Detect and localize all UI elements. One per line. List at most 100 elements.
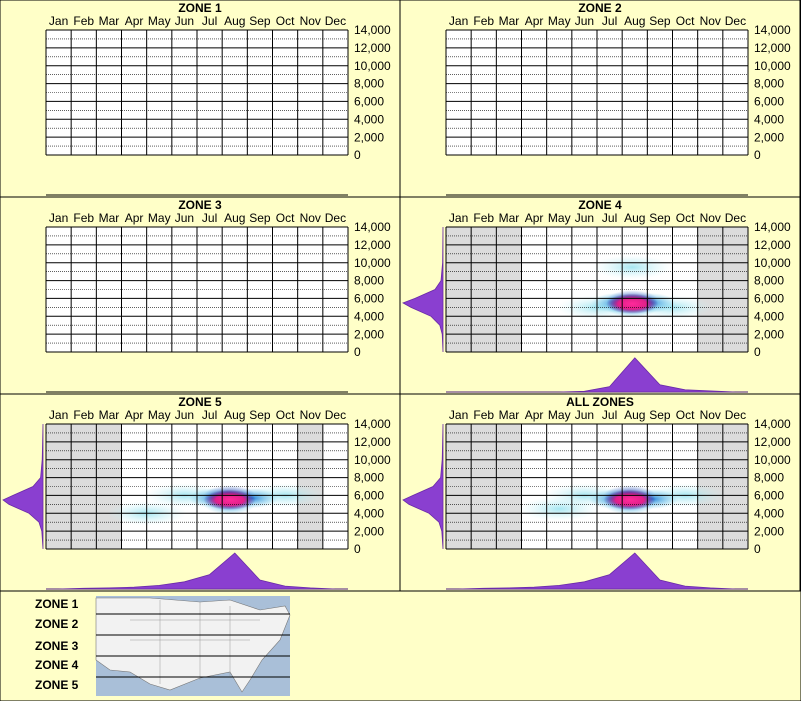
x-tick-label: Feb <box>73 14 94 28</box>
y-tick-label: 2,000 <box>754 524 784 538</box>
y-tick-label: 14,000 <box>754 417 791 431</box>
x-tick-label: Jul <box>602 408 617 422</box>
x-tick-label: May <box>148 211 171 225</box>
x-tick-label: Dec <box>725 408 746 422</box>
elevation-profile <box>402 226 444 353</box>
chart-panel: ZONE 4 0 2,000 4,000 6,000 8,000 10,000 12,000 1… <box>399 196 801 395</box>
x-tick-label: May <box>148 14 171 28</box>
x-tick-label: Mar <box>499 408 520 422</box>
chart-panel: ZONE 1 0 2,000 4,000 6,000 8,000 10,000 12,000 1… <box>0 0 401 198</box>
x-tick-label: Jan <box>49 211 68 225</box>
x-tick-label: Oct <box>276 211 295 225</box>
x-tick-label: Jan <box>49 408 68 422</box>
y-tick-label: 4,000 <box>754 309 784 323</box>
y-tick-label: 2,000 <box>354 327 384 341</box>
x-tick-label: Mar <box>499 14 520 28</box>
y-tick-label: 8,000 <box>754 77 784 91</box>
chart-title: ZONE 1 <box>178 1 222 15</box>
x-tick-label: Apr <box>525 14 544 28</box>
y-tick-label: 4,000 <box>354 309 384 323</box>
x-tick-label: Oct <box>676 14 695 28</box>
y-tick-label: 14,000 <box>354 220 391 234</box>
y-tick-label: 12,000 <box>354 435 391 449</box>
y-tick-label: 4,000 <box>354 506 384 520</box>
x-tick-label: Sep <box>249 211 271 225</box>
x-tick-label: Feb <box>473 211 494 225</box>
x-tick-label: Dec <box>325 14 346 28</box>
legend-label: ZONE 3 <box>35 639 79 653</box>
x-tick-label: Jul <box>602 211 617 225</box>
y-tick-label: 6,000 <box>354 95 384 109</box>
y-tick-label: 8,000 <box>754 471 784 485</box>
y-tick-label: 4,000 <box>354 112 384 126</box>
elevation-profile <box>2 423 44 550</box>
chart-title: ALL ZONES <box>566 395 634 409</box>
month-profile <box>446 552 748 590</box>
y-tick-label: 8,000 <box>354 274 384 288</box>
y-tick-label: 12,000 <box>754 238 791 252</box>
y-tick-label: 4,000 <box>754 112 784 126</box>
x-tick-label: Jul <box>602 14 617 28</box>
x-tick-label: Sep <box>249 408 271 422</box>
x-tick-label: May <box>148 408 171 422</box>
y-tick-label: 0 <box>354 542 361 556</box>
x-tick-label: Jul <box>202 14 217 28</box>
x-tick-label: Feb <box>473 14 494 28</box>
y-tick-label: 0 <box>354 345 361 359</box>
y-tick-label: 8,000 <box>754 274 784 288</box>
zone-map <box>95 596 291 696</box>
heat-spot <box>603 489 656 510</box>
y-tick-label: 0 <box>354 148 361 162</box>
y-tick-label: 0 <box>754 345 761 359</box>
chart-panel: ZONE 3 0 2,000 4,000 6,000 8,000 10,000 12,000 1… <box>0 196 401 395</box>
y-tick-label: 14,000 <box>354 23 391 37</box>
x-tick-label: Dec <box>325 408 346 422</box>
x-tick-label: Feb <box>473 408 494 422</box>
x-tick-label: Jun <box>575 14 594 28</box>
x-tick-label: Aug <box>224 408 245 422</box>
x-tick-label: Jan <box>449 14 468 28</box>
y-tick-label: 2,000 <box>754 327 784 341</box>
x-tick-label: Oct <box>676 408 695 422</box>
y-tick-label: 12,000 <box>354 41 391 55</box>
y-tick-label: 8,000 <box>354 471 384 485</box>
chart-panel: ZONE 2 0 2,000 4,000 6,000 8,000 10,000 12,000 1… <box>399 0 801 198</box>
x-tick-label: Sep <box>649 211 671 225</box>
y-tick-label: 2,000 <box>754 130 784 144</box>
x-tick-label: Nov <box>700 14 721 28</box>
y-tick-label: 6,000 <box>354 292 384 306</box>
y-tick-label: 2,000 <box>354 130 384 144</box>
y-tick-label: 10,000 <box>754 256 791 270</box>
y-tick-label: 12,000 <box>754 41 791 55</box>
legend-label: ZONE 1 <box>35 597 79 611</box>
x-tick-label: Apr <box>525 211 544 225</box>
x-tick-label: Jan <box>49 14 68 28</box>
y-tick-label: 6,000 <box>354 489 384 503</box>
elevation-profile <box>402 423 444 550</box>
x-tick-label: Apr <box>125 408 144 422</box>
x-tick-label: Dec <box>325 211 346 225</box>
chart-title: ZONE 3 <box>178 198 222 212</box>
chart-panel: ALL ZONES 0 2,000 4,000 6,000 8,000 10,000 12,0… <box>399 393 801 592</box>
x-tick-label: Dec <box>725 211 746 225</box>
y-tick-label: 0 <box>754 542 761 556</box>
x-tick-label: May <box>548 408 571 422</box>
heat-spot <box>203 489 256 510</box>
x-tick-label: Aug <box>224 211 245 225</box>
x-tick-label: Oct <box>276 14 295 28</box>
x-tick-label: Apr <box>125 211 144 225</box>
x-tick-label: Feb <box>73 211 94 225</box>
y-tick-label: 10,000 <box>354 256 391 270</box>
y-tick-label: 14,000 <box>354 417 391 431</box>
y-tick-label: 12,000 <box>754 435 791 449</box>
chart-title: ZONE 4 <box>578 198 622 212</box>
x-tick-label: May <box>548 211 571 225</box>
heat-spot <box>519 496 600 521</box>
x-tick-label: Nov <box>300 14 321 28</box>
legend-label: ZONE 5 <box>35 678 79 692</box>
x-tick-label: Mar <box>99 408 120 422</box>
legend-label: ZONE 4 <box>35 658 79 672</box>
x-tick-label: Mar <box>499 211 520 225</box>
x-tick-label: Sep <box>249 14 271 28</box>
